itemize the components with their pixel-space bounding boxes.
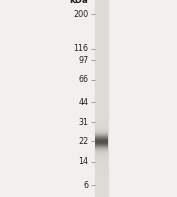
Text: 44: 44: [79, 98, 88, 107]
Text: kDa: kDa: [70, 0, 88, 6]
Text: 66: 66: [79, 75, 88, 84]
Text: 31: 31: [79, 118, 88, 127]
Text: 97: 97: [78, 56, 88, 65]
Text: 6: 6: [84, 181, 88, 190]
Text: 200: 200: [73, 10, 88, 19]
Text: 116: 116: [73, 44, 88, 53]
Text: 22: 22: [78, 137, 88, 146]
Text: 14: 14: [79, 157, 88, 166]
